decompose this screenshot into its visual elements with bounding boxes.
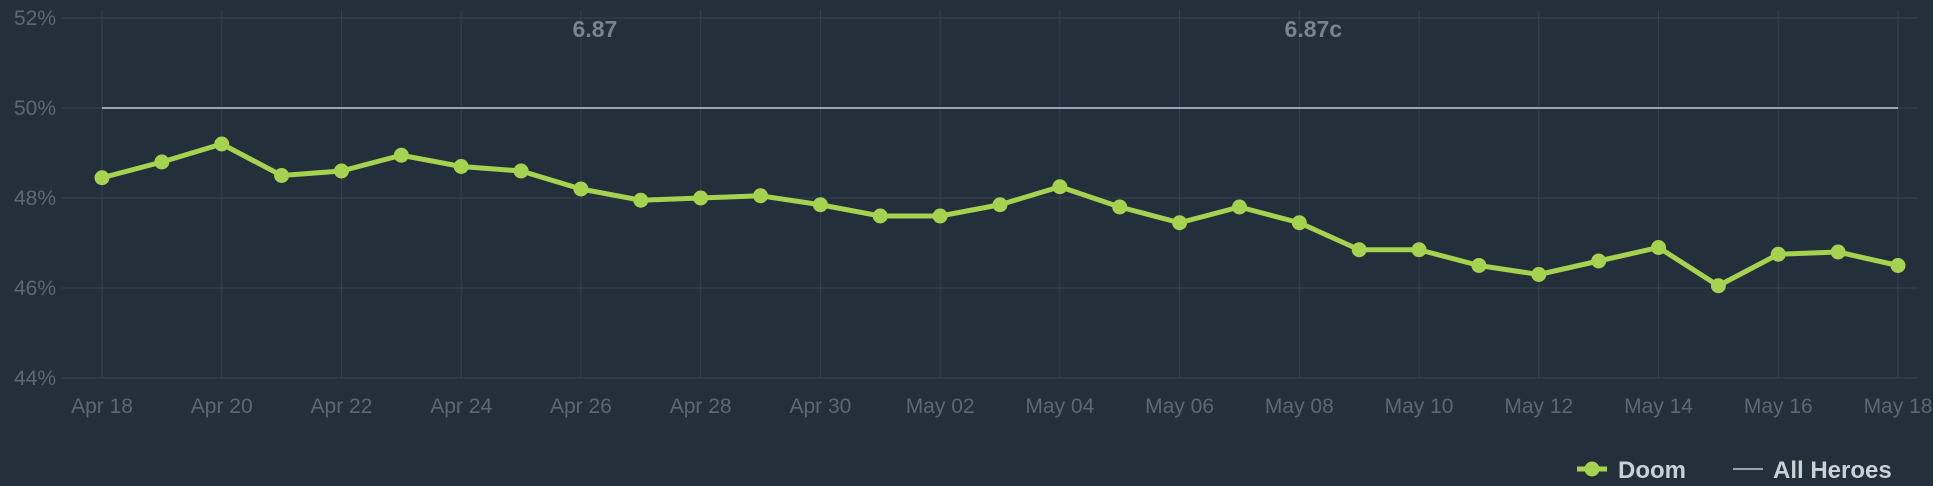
x-tick-label: Apr 22 [311, 395, 373, 418]
x-tick-label: Apr 26 [550, 395, 612, 418]
data-point-doom[interactable] [274, 168, 290, 183]
data-point-doom[interactable] [1172, 215, 1188, 231]
legend-item-doom[interactable]: Doom [1577, 457, 1686, 484]
data-point-doom[interactable] [513, 163, 529, 179]
data-point-doom[interactable] [573, 181, 589, 197]
data-point-doom[interactable] [1890, 258, 1906, 273]
chart-legend[interactable]: Doom All Heroes [1577, 457, 1892, 484]
x-tick-label: May 12 [1504, 395, 1573, 418]
data-point-doom[interactable] [154, 154, 170, 170]
y-tick-label: 52% [14, 7, 56, 30]
legend-doom-swatch-marker [1584, 461, 1600, 477]
legend-item-all-heroes[interactable]: All Heroes [1733, 457, 1892, 484]
data-point-doom[interactable] [1531, 267, 1547, 282]
data-point-doom[interactable] [1770, 246, 1786, 262]
y-tick-label: 46% [14, 277, 56, 300]
data-point-doom[interactable] [94, 170, 110, 186]
y-tick-label: 44% [14, 367, 56, 390]
data-point-doom[interactable] [453, 159, 469, 174]
data-point-doom[interactable] [693, 190, 709, 206]
legend-doom-label: Doom [1618, 457, 1686, 484]
chart-grid [62, 10, 1918, 379]
x-tick-label: May 08 [1265, 395, 1334, 418]
patch-annotation-label: 6.87c [1285, 16, 1343, 42]
data-point-doom[interactable] [1351, 242, 1367, 258]
data-point-doom[interactable] [812, 197, 828, 213]
y-axis-ticks: 44% 46% 48% 50% 52% [14, 7, 56, 390]
x-tick-label: May 02 [906, 395, 975, 418]
x-tick-label: May 14 [1624, 395, 1693, 418]
data-point-doom[interactable] [1411, 242, 1427, 258]
data-point-doom[interactable] [753, 188, 769, 204]
x-tick-label: May 18 [1864, 395, 1933, 418]
data-point-doom[interactable] [1052, 179, 1068, 195]
data-point-doom[interactable] [214, 136, 230, 152]
patch-annotation-label: 6.87 [573, 16, 618, 42]
data-point-doom[interactable] [1231, 199, 1247, 215]
y-tick-label: 50% [14, 97, 56, 120]
data-point-doom[interactable] [1591, 253, 1607, 269]
data-point-doom[interactable] [932, 208, 948, 224]
x-tick-label: Apr 30 [789, 395, 851, 418]
x-tick-label: Apr 24 [430, 395, 492, 418]
series-layer [94, 107, 1906, 294]
x-tick-label: May 10 [1385, 395, 1454, 418]
data-point-doom[interactable] [1112, 199, 1128, 215]
series-line-doom [101, 141, 1899, 289]
x-axis-ticks: Apr 18 Apr 20 Apr 22 Apr 24 Apr 26 Apr 28 Apr … [71, 395, 1932, 418]
x-tick-label: Apr 28 [670, 395, 732, 418]
x-tick-label: May 06 [1145, 395, 1214, 418]
data-point-doom[interactable] [633, 192, 649, 208]
patch-annotations: 6.87 6.87c [573, 16, 1343, 42]
data-point-doom[interactable] [1651, 240, 1667, 255]
x-tick-label: May 16 [1744, 395, 1813, 418]
data-point-doom[interactable] [992, 197, 1008, 213]
data-point-doom[interactable] [872, 208, 888, 224]
x-tick-label: May 04 [1025, 395, 1094, 418]
data-point-doom[interactable] [1710, 278, 1726, 294]
y-tick-label: 48% [14, 187, 56, 210]
x-tick-label: Apr 20 [191, 395, 253, 418]
legend-all-heroes-label: All Heroes [1773, 457, 1892, 484]
data-point-doom[interactable] [333, 163, 349, 179]
data-point-doom[interactable] [1830, 244, 1846, 260]
data-point-doom[interactable] [1291, 215, 1307, 231]
x-tick-label: Apr 18 [71, 395, 133, 418]
data-point-doom[interactable] [1471, 258, 1487, 273]
data-point-doom[interactable] [393, 147, 409, 163]
